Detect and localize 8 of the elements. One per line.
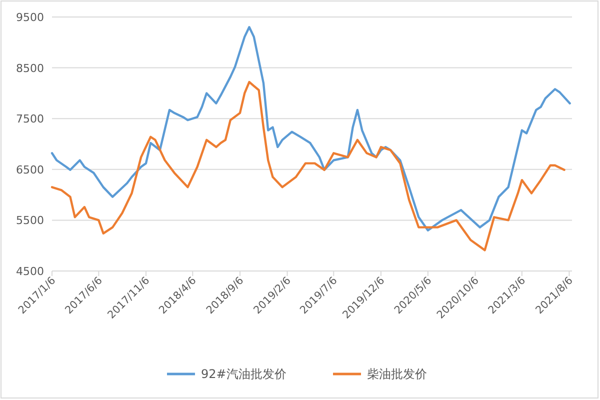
y-tick-label: 6500: [16, 163, 44, 176]
y-tick-label: 9500: [16, 11, 44, 24]
legend-label: 柴油批发价: [367, 367, 427, 381]
legend-label: 92#汽油批发价: [201, 367, 286, 381]
y-tick-label: 7500: [16, 112, 44, 126]
y-tick-label: 5500: [16, 214, 44, 228]
y-tick-label: 8500: [16, 62, 44, 75]
y-tick-label: 4500: [16, 265, 44, 278]
